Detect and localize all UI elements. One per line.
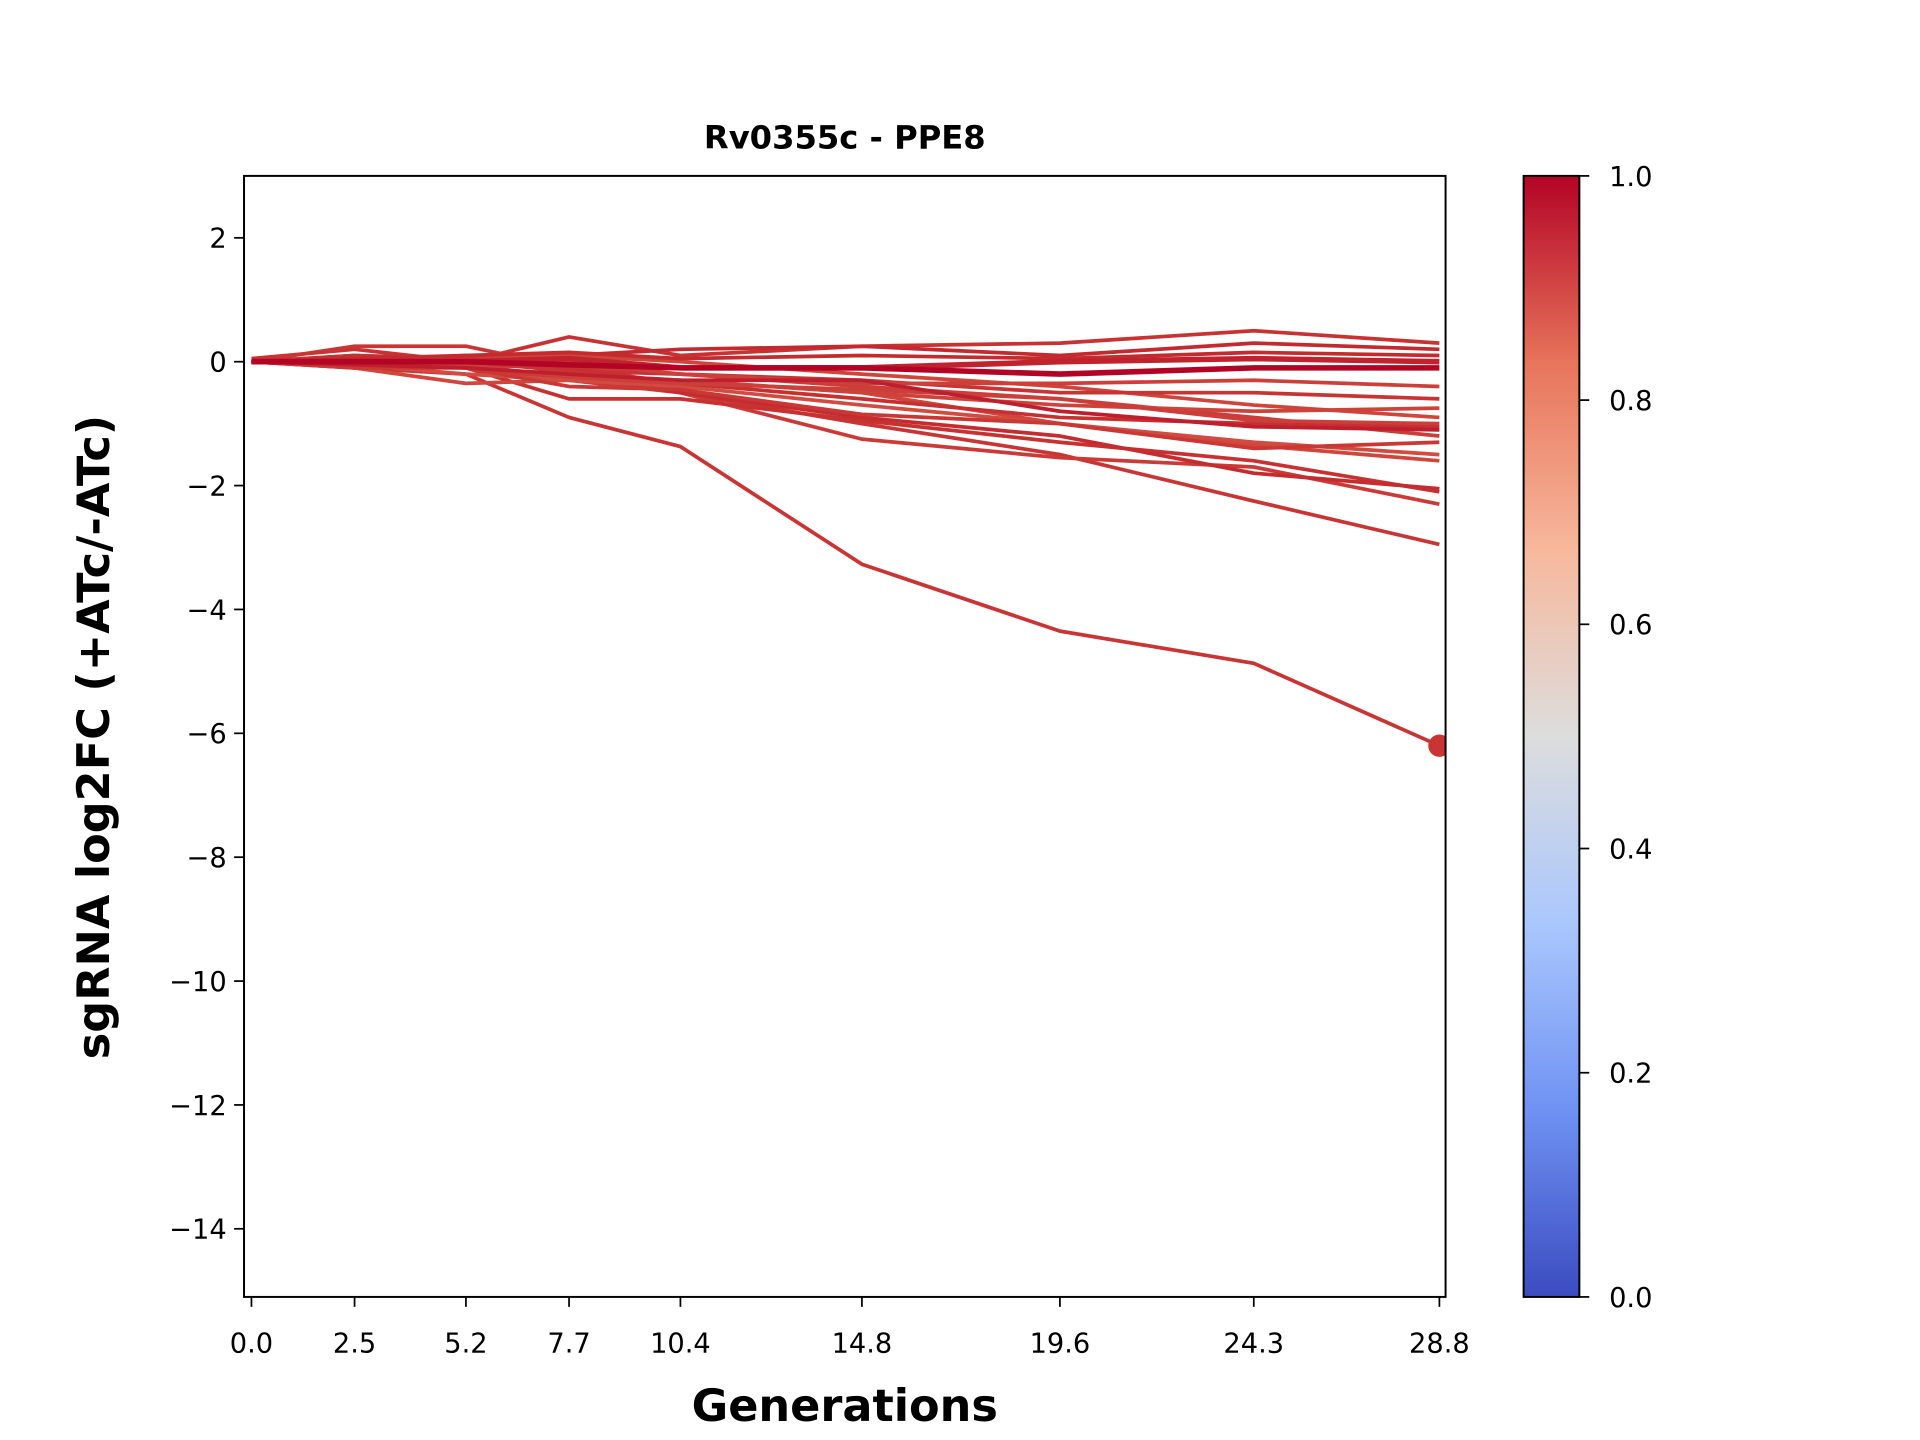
series-line <box>251 359 1440 457</box>
y-tick-label: −12 <box>169 1091 227 1122</box>
y-tick-label: −14 <box>169 1215 227 1246</box>
series-line <box>251 358 1440 377</box>
y-tick-label: −8 <box>187 843 227 874</box>
colorbar-tick-label: 0.4 <box>1609 834 1652 865</box>
x-tick-label: 14.8 <box>832 1329 893 1360</box>
colorbar-tick-label: 1.0 <box>1609 162 1652 193</box>
x-tick-label: 5.2 <box>444 1329 487 1360</box>
colorbar-tick-label: 0.6 <box>1609 610 1652 641</box>
x-axis: 0.0 2.5 5.2 7.7 10.4 14.8 19.6 24.3 28.8 <box>230 1296 1470 1360</box>
y-axis: 2 0 −2 −4 −6 −8 −10 −12 −14 <box>169 224 245 1246</box>
x-axis-label: Generations <box>692 1380 998 1432</box>
colorbar-tick-label: 0.0 <box>1609 1283 1652 1314</box>
y-tick-label: −2 <box>187 471 227 502</box>
y-tick-label: 0 <box>209 348 226 379</box>
colorbar-tick-label: 0.2 <box>1609 1059 1652 1090</box>
series-line <box>251 359 1440 451</box>
y-axis-label: sgRNA log2FC (+ATc/-ATc) <box>68 415 120 1059</box>
x-tick-label: 2.5 <box>333 1329 376 1360</box>
x-tick-label: 7.7 <box>547 1329 590 1360</box>
colorbar <box>1522 174 1581 1298</box>
x-tick-label: 24.3 <box>1223 1329 1284 1360</box>
series-line <box>251 350 1440 364</box>
series-lines <box>251 328 1446 757</box>
colorbar-tick-label: 0.8 <box>1609 386 1652 417</box>
y-tick-label: −4 <box>187 595 227 626</box>
x-tick-label: 10.4 <box>650 1329 711 1360</box>
chart-title: Rv0355c - PPE8 <box>704 119 986 157</box>
x-tick-label: 28.8 <box>1409 1329 1470 1360</box>
series-line <box>251 328 1440 364</box>
x-tick-label: 0.0 <box>230 1329 273 1360</box>
series-line <box>251 359 1441 748</box>
y-tick-label: −10 <box>169 967 227 998</box>
x-tick-label: 19.6 <box>1030 1329 1091 1360</box>
colorbar-axis: 0.0 0.2 0.4 0.6 0.8 1.0 <box>1579 162 1652 1314</box>
series-line <box>251 359 1440 432</box>
y-tick-label: 2 <box>209 224 226 255</box>
endpoint-marker <box>1428 734 1446 757</box>
plot-frame <box>243 174 1447 1298</box>
y-tick-label: −6 <box>187 719 227 750</box>
